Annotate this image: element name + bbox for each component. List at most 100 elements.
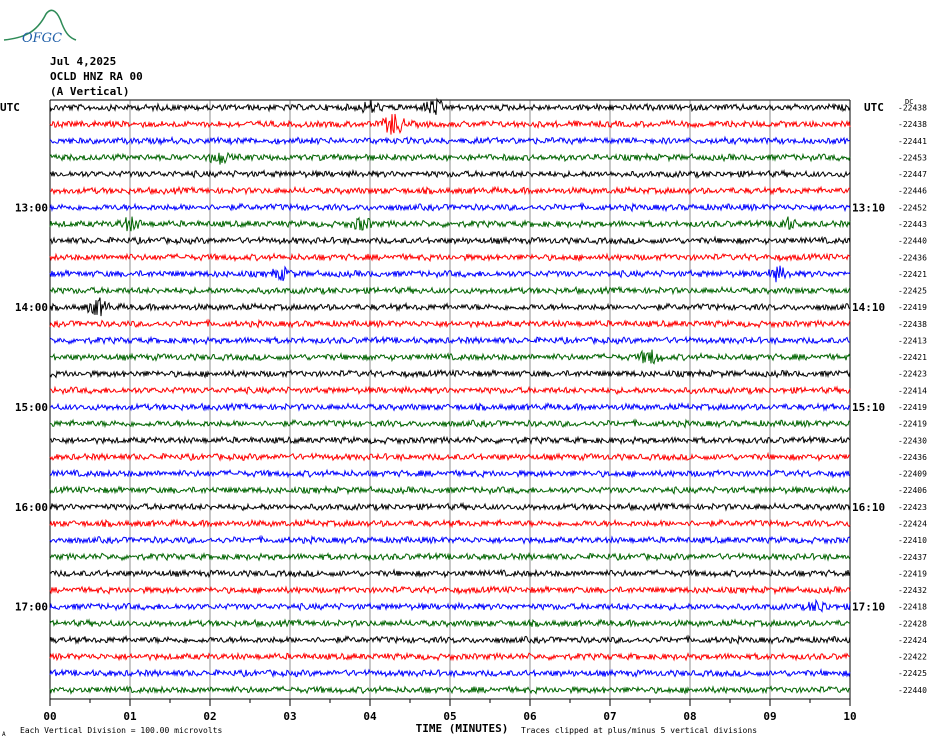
dc-offset-label: -22430 (898, 436, 927, 445)
trace-line (49, 113, 851, 135)
trace-line (49, 349, 851, 365)
left-hour-label: 17:00 (15, 601, 48, 614)
right-timezone-label: UTC (864, 101, 884, 114)
dc-offset-label: -22418 (898, 603, 927, 612)
footnote-mark: A (2, 731, 6, 738)
x-tick-label: 00 (43, 710, 56, 723)
dc-offset-label: -22452 (898, 203, 927, 212)
trace-line (49, 285, 851, 296)
left-hour-label: 14:00 (15, 301, 48, 314)
trace-line (49, 598, 851, 613)
trace-line (49, 185, 850, 196)
dc-offset-label: -22436 (898, 453, 927, 462)
left-hour-label: 13:00 (15, 201, 48, 214)
left-hour-label: 16:00 (15, 501, 48, 514)
trace-line (49, 297, 851, 317)
component-label: (A Vertical) (50, 85, 130, 98)
trace-line (49, 368, 851, 379)
trace-line (49, 534, 851, 546)
trace-line (49, 418, 851, 429)
trace-line (49, 216, 851, 232)
dc-offset-label: -22419 (898, 403, 927, 412)
x-tick-label: 06 (523, 710, 537, 723)
dc-offset-label: -22422 (898, 653, 927, 662)
trace-line (49, 451, 851, 462)
dc-offset-label: -22409 (898, 470, 927, 479)
x-tick-label: 01 (123, 710, 137, 723)
dc-offset-label: -22421 (898, 353, 927, 362)
x-tick-label: 09 (763, 710, 776, 723)
trace-line (49, 168, 851, 179)
left-hour-label: 15:00 (15, 401, 48, 414)
right-hour-label: 14:10 (852, 301, 885, 314)
trace-line (49, 651, 851, 662)
dc-offset-label: -22421 (898, 270, 927, 279)
dc-offset-label: -22406 (898, 486, 927, 495)
trace-line (49, 401, 851, 412)
trace-line (49, 151, 851, 165)
trace-line (49, 435, 851, 446)
trace-line (49, 265, 851, 283)
right-hour-label: 16:10 (852, 501, 885, 514)
footnote-clip: Traces clipped at plus/minus 5 vertical … (521, 726, 757, 735)
dc-offset-label: -22419 (898, 303, 927, 312)
dc-offset-label: -22424 (898, 519, 927, 528)
ofgc-logo: OFGC (2, 4, 77, 48)
trace-line (49, 518, 851, 529)
x-tick-label: 04 (363, 710, 377, 723)
dc-offset-label: -22438 (898, 104, 927, 113)
trace-line (49, 385, 851, 396)
dc-offset-label: -22423 (898, 503, 927, 512)
x-axis-title: TIME (MINUTES) (416, 722, 509, 735)
trace-line (49, 97, 851, 116)
dc-offset-label: -22446 (898, 187, 927, 196)
trace-line (49, 551, 851, 562)
dc-offset-label: -22410 (898, 536, 927, 545)
trace-line (49, 318, 851, 329)
dc-header-label: DC (905, 98, 913, 106)
trace-line (49, 501, 851, 512)
dc-offset-label: -22423 (898, 370, 927, 379)
dc-offset-label: -22437 (898, 553, 927, 562)
station-label: OCLD HNZ RA 00 (50, 70, 143, 83)
dc-offset-label: -22447 (898, 170, 927, 179)
dc-offset-label: -22419 (898, 569, 927, 578)
x-tick-label: 05 (443, 710, 456, 723)
dc-offset-label: -22428 (898, 619, 927, 628)
dc-offset-label: -22453 (898, 153, 927, 162)
trace-line (49, 568, 851, 579)
dc-offset-label: -22443 (898, 220, 927, 229)
dc-offset-label: -22441 (898, 137, 927, 146)
trace-line (49, 684, 851, 695)
dc-offset-label: -22438 (898, 320, 927, 329)
trace-line (49, 618, 851, 629)
dc-offset-label: -22440 (898, 686, 927, 695)
x-tick-label: 10 (843, 710, 856, 723)
dc-offset-label: -22440 (898, 237, 927, 246)
date-label: Jul 4,2025 (50, 55, 117, 68)
dc-offset-label: -22438 (898, 120, 927, 129)
trace-line (49, 135, 851, 146)
trace-line (49, 634, 851, 646)
trace-line (49, 335, 851, 346)
footnote-scale: Each Vertical Division = 100.00 microvol… (20, 726, 222, 735)
trace-line (49, 202, 851, 213)
dc-offset-label: -22419 (898, 420, 927, 429)
dc-offset-label: -22425 (898, 669, 927, 678)
trace-line (49, 235, 851, 246)
dc-offset-label: -22424 (898, 636, 927, 645)
x-tick-label: 08 (683, 710, 696, 723)
right-hour-label: 17:10 (852, 601, 885, 614)
dc-offset-label: -22414 (898, 386, 927, 395)
x-tick-label: 07 (603, 710, 616, 723)
trace-line (49, 484, 851, 496)
trace-line (49, 468, 851, 479)
trace-line (49, 668, 851, 679)
right-hour-label: 15:10 (852, 401, 885, 414)
x-tick-label: 02 (203, 710, 216, 723)
dc-offset-label: -22425 (898, 287, 927, 296)
dc-offset-label: -22436 (898, 253, 927, 262)
trace-line (49, 252, 851, 263)
right-hour-label: 13:10 (852, 201, 885, 214)
